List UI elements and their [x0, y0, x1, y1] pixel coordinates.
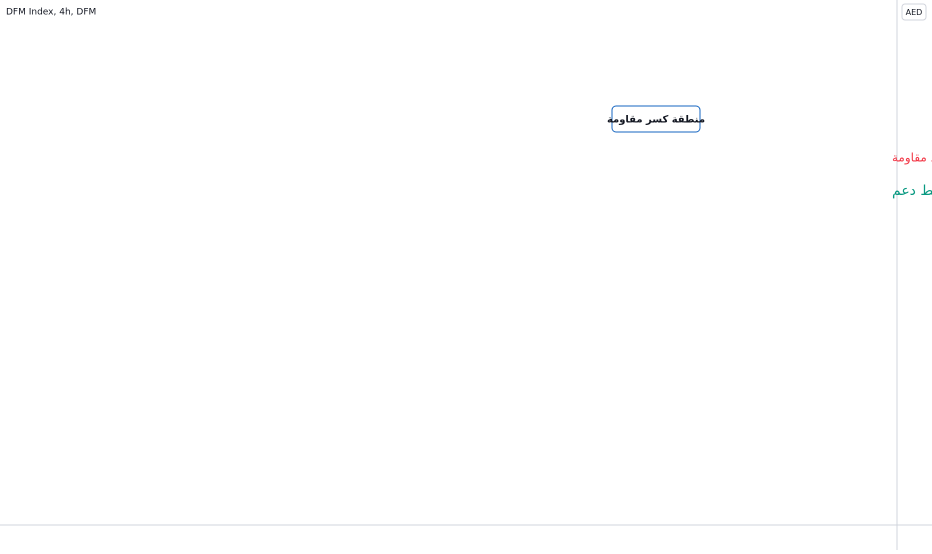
callout-box [611, 105, 701, 133]
currency: AED [906, 8, 923, 17]
support-label: خط دعم [892, 183, 932, 199]
resistance-label: خط مقاومة [892, 151, 932, 166]
chart-title: DFM Index, 4h, DFM [6, 8, 96, 18]
currency-box[interactable] [901, 3, 927, 21]
callout-text: منطقة كسر مقاومة [607, 115, 705, 126]
